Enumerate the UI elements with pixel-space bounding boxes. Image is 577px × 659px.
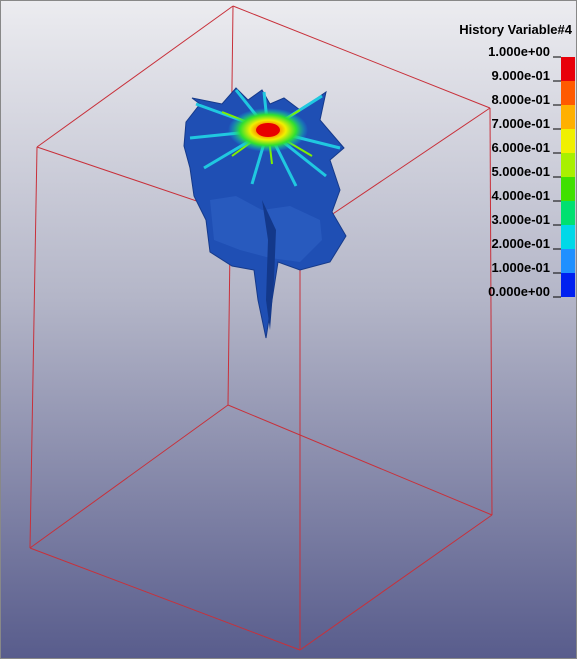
legend-swatch xyxy=(561,57,575,81)
legend-label: 9.000e-01 xyxy=(491,68,550,83)
legend-label: 1.000e+00 xyxy=(488,44,550,59)
page: {"legend": {"title": "History Variable#4… xyxy=(0,0,577,659)
legend-label: 7.000e-01 xyxy=(491,116,550,131)
legend-swatch xyxy=(561,273,575,297)
legend-swatch xyxy=(561,177,575,201)
legend-swatch xyxy=(561,201,575,225)
legend-label: 0.000e+00 xyxy=(488,284,550,299)
legend-swatch xyxy=(561,81,575,105)
viewport: History Variable#4 1.000e+00 9.000e-01 8.0… xyxy=(0,0,577,659)
legend-swatch xyxy=(561,249,575,273)
legend-label: 3.000e-01 xyxy=(491,212,550,227)
background xyxy=(0,0,577,659)
legend-swatch xyxy=(561,225,575,249)
legend-swatch xyxy=(561,129,575,153)
legend-label: 2.000e-01 xyxy=(491,236,550,251)
legend-title: History Variable#4 xyxy=(459,22,572,37)
legend-label: 1.000e-01 xyxy=(491,260,550,275)
legend-swatch xyxy=(561,105,575,129)
legend-label: 5.000e-01 xyxy=(491,164,550,179)
legend-swatch xyxy=(561,153,575,177)
legend-label: 4.000e-01 xyxy=(491,188,550,203)
legend-label: 8.000e-01 xyxy=(491,92,550,107)
legend-label: 6.000e-01 xyxy=(491,140,550,155)
